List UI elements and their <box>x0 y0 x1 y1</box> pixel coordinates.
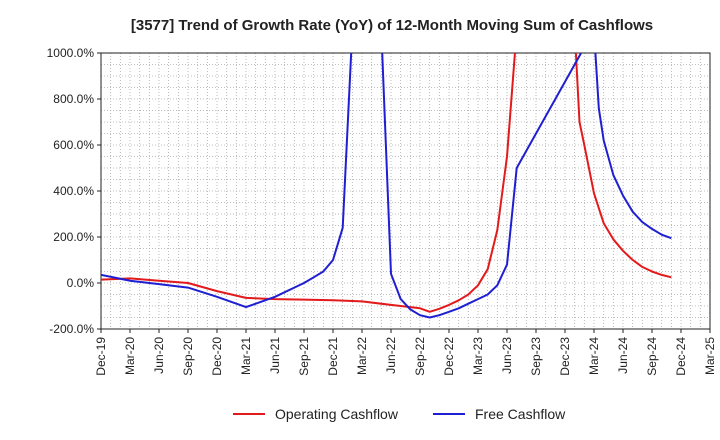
x-tick-label: Dec-20 <box>210 337 224 376</box>
legend: Operating Cashflow Free Cashflow <box>233 406 566 422</box>
y-tick-label: 1000.0% <box>47 46 95 60</box>
grid <box>101 53 710 329</box>
x-tick-label: Mar-20 <box>123 337 137 375</box>
x-tick-label: Mar-21 <box>239 337 253 375</box>
x-tick-label: Jun-21 <box>268 337 282 374</box>
x-tick-label: Sep-21 <box>297 337 311 376</box>
x-tick-label: Sep-20 <box>181 337 195 376</box>
x-tick-label: Dec-19 <box>94 337 108 376</box>
plot-frame <box>100 52 711 330</box>
y-tick-label: 0.0% <box>67 276 95 290</box>
y-axis: -200.0% 0.0% 200.0% 400.0% 600.0% 800.0% 1000.… <box>47 46 101 336</box>
y-tick-label: 400.0% <box>53 184 94 198</box>
x-tick-label: Dec-22 <box>442 337 456 376</box>
y-tick-label: -200.0% <box>49 322 94 336</box>
y-tick-label: 600.0% <box>53 138 94 152</box>
series-lines <box>101 53 672 319</box>
x-tick-label: Dec-21 <box>326 337 340 376</box>
free-cashflow-line <box>101 53 672 319</box>
x-tick-label: Mar-24 <box>587 337 601 375</box>
x-tick-label: Mar-25 <box>703 337 717 375</box>
x-tick-label: Dec-23 <box>558 337 572 376</box>
y-tick-label: 200.0% <box>53 230 94 244</box>
x-tick-label: Sep-24 <box>645 337 659 376</box>
x-tick-label: Sep-23 <box>529 337 543 376</box>
x-tick-label: Mar-23 <box>471 337 485 375</box>
x-tick-label: Jun-20 <box>152 337 166 374</box>
x-tick-label: Dec-24 <box>674 337 688 376</box>
x-tick-label: Jun-22 <box>384 337 398 374</box>
y-tick-label: 800.0% <box>53 92 94 106</box>
operating-cashflow-line <box>101 53 672 313</box>
legend-label-free: Free Cashflow <box>475 406 566 422</box>
chart-title: [3577] Trend of Growth Rate (YoY) of 12-… <box>131 17 653 34</box>
x-tick-label: Jun-24 <box>616 337 630 374</box>
legend-label-operating: Operating Cashflow <box>275 406 399 422</box>
x-axis: Dec-19 Mar-20 Jun-20 Sep-20 Dec-20 Mar-21 Jun-… <box>94 329 717 376</box>
x-tick-label: Jun-23 <box>500 337 514 374</box>
x-tick-label: Mar-22 <box>355 337 369 375</box>
x-tick-label: Sep-22 <box>413 337 427 376</box>
